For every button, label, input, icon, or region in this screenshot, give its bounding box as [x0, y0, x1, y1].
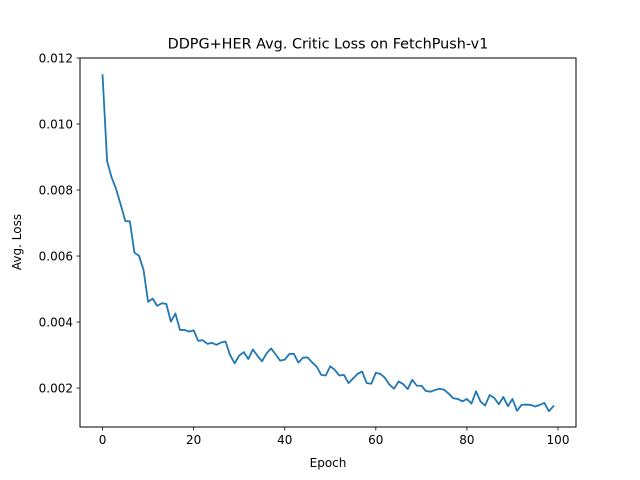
series-line: [101, 74, 555, 413]
y-tick-label: 0.002: [39, 381, 73, 395]
x-tick-label: 60: [368, 433, 383, 447]
y-tick-label: 0.012: [39, 51, 73, 65]
plot-area: [101, 74, 555, 412]
x-axis-label: Epoch: [310, 456, 347, 470]
y-tick-label: 0.008: [39, 183, 73, 197]
x-tick-label: 100: [547, 433, 570, 447]
y-tick-label: 0.010: [39, 117, 73, 131]
x-tick-label: 40: [277, 433, 292, 447]
x-tick-label: 0: [99, 433, 107, 447]
y-axis-label: Avg. Loss: [10, 214, 24, 270]
x-axis: 0 20 40 60 80 100: [99, 427, 570, 447]
y-tick-label: 0.004: [39, 315, 73, 329]
x-tick-label: 20: [186, 433, 201, 447]
x-tick-label: 80: [459, 433, 474, 447]
plot-frame: [79, 57, 577, 428]
y-axis: 0.002 0.004 0.006 0.008 0.010 0.012: [39, 51, 80, 395]
chart-title: DDPG+HER Avg. Critic Loss on FetchPush-v…: [168, 37, 489, 53]
y-tick-label: 0.006: [39, 249, 73, 263]
